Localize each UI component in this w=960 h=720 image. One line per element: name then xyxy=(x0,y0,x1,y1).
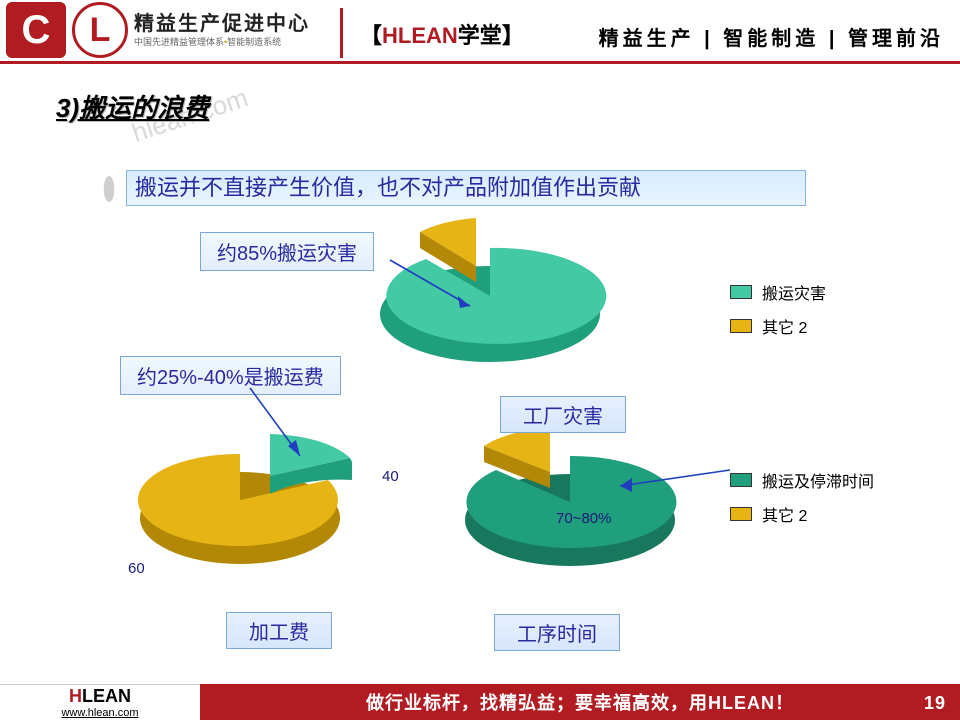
pie-process xyxy=(440,420,690,595)
label-cost: 加工费 xyxy=(226,612,332,649)
logo-main: 精益生产促进中心 xyxy=(134,14,310,34)
logo-sub-b: 智能制造系统 xyxy=(227,37,281,47)
logo-c-icon: C xyxy=(6,2,66,58)
bullet-icon xyxy=(104,176,115,202)
logo-text: 精益生产促进中心 中国先进精益管理体系•智能制造系统 xyxy=(134,14,310,47)
legend-label: 搬运灾害 xyxy=(762,280,826,304)
pie-factory xyxy=(360,214,620,389)
legend-factory: 搬运灾害 其它 2 xyxy=(730,280,826,348)
value-60: 60 xyxy=(128,560,145,577)
section-title: 3)搬运的浪费 xyxy=(56,88,209,125)
header-divider xyxy=(340,8,343,58)
swatch-icon xyxy=(730,319,752,333)
bracket-l: 【 xyxy=(360,23,382,48)
legend-row: 搬运灾害 xyxy=(730,280,826,304)
legend-row: 其它 2 xyxy=(730,502,874,526)
brand-school: 【HLEAN学堂】 xyxy=(360,18,524,50)
legend-label: 其它 2 xyxy=(762,502,807,526)
legend-row: 其它 2 xyxy=(730,314,826,338)
swatch-icon xyxy=(730,285,752,299)
logo-block: C L 精益生产促进中心 中国先进精益管理体系•智能制造系统 xyxy=(0,0,340,60)
footer: HLEAN www.hlean.com 做行业标杆，找精弘益；要幸福高效，用HL… xyxy=(0,684,960,720)
footer-site: www.hlean.com xyxy=(61,707,138,719)
footer-brand: HLEAN xyxy=(69,686,131,707)
pie-cost xyxy=(130,414,380,594)
subtitle-bar: 搬运并不直接产生价值，也不对产品附加值作出贡献 xyxy=(126,170,806,206)
legend-process: 搬运及停滞时间 其它 2 xyxy=(730,468,874,536)
value-70-80: 70~80% xyxy=(556,510,611,527)
label-process: 工序时间 xyxy=(494,614,620,651)
value-40: 40 xyxy=(382,468,399,485)
annotation-25-40: 约25%-40%是搬运费 xyxy=(120,356,341,395)
logo-l-icon: L xyxy=(72,2,128,58)
footer-right: 做行业标杆，找精弘益；要幸福高效，用HLEAN！ 19 xyxy=(200,684,960,720)
header: C L 精益生产促进中心 中国先进精益管理体系•智能制造系统 【HLEAN学堂】… xyxy=(0,0,960,64)
bracket-r: 】 xyxy=(502,23,524,48)
legend-row: 搬运及停滞时间 xyxy=(730,468,874,492)
footer-left: HLEAN www.hlean.com xyxy=(0,684,200,720)
swatch-icon xyxy=(730,507,752,521)
school-red: HLEAN xyxy=(382,23,458,48)
footer-motto: 做行业标杆，找精弘益；要幸福高效，用HLEAN！ xyxy=(366,689,794,715)
page-number: 19 xyxy=(924,693,946,714)
label-factory: 工厂灾害 xyxy=(500,396,626,433)
header-slogan: 精益生产 | 智能制造 | 管理前沿 xyxy=(599,22,944,51)
legend-label: 其它 2 xyxy=(762,314,807,338)
legend-label: 搬运及停滞时间 xyxy=(762,468,874,492)
annotation-85: 约85%搬运灾害 xyxy=(200,232,374,271)
logo-sub: 中国先进精益管理体系•智能制造系统 xyxy=(134,38,310,47)
swatch-icon xyxy=(730,473,752,487)
school-black: 学堂 xyxy=(458,23,502,48)
logo-sub-a: 中国先进精益管理体系 xyxy=(134,37,224,47)
